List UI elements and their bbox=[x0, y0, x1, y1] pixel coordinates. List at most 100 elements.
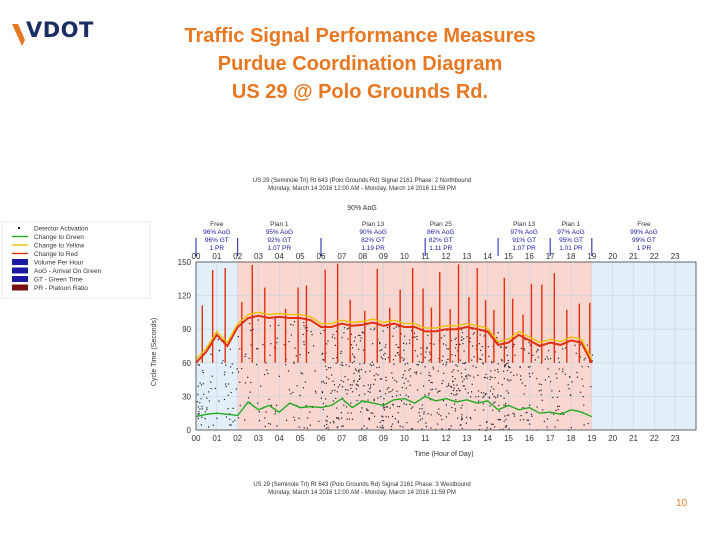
detector-dot bbox=[363, 385, 365, 387]
detector-dot bbox=[461, 336, 463, 338]
detector-dot bbox=[392, 377, 394, 379]
detector-dot bbox=[448, 428, 450, 430]
detector-dot bbox=[519, 419, 521, 421]
detector-dot bbox=[321, 381, 323, 383]
detector-dot bbox=[381, 427, 383, 429]
detector-dot bbox=[582, 385, 584, 387]
detector-dot bbox=[473, 356, 475, 358]
detector-dot bbox=[461, 404, 463, 406]
detector-dot bbox=[293, 361, 295, 363]
detector-dot bbox=[269, 354, 271, 356]
detector-dot bbox=[200, 384, 203, 386]
detector-dot bbox=[229, 424, 231, 426]
detector-dot bbox=[493, 395, 495, 397]
detector-dot bbox=[419, 408, 421, 410]
detector-dot bbox=[396, 381, 398, 383]
detector-dot bbox=[491, 376, 493, 378]
detector-dot bbox=[491, 423, 493, 425]
detector-dot bbox=[340, 364, 342, 366]
x-tick-label-top-22: 22 bbox=[650, 252, 659, 261]
detector-dot bbox=[379, 350, 381, 352]
detector-dot bbox=[303, 427, 305, 429]
detector-dot bbox=[322, 402, 325, 405]
detector-dot bbox=[440, 337, 443, 339]
detector-dot bbox=[527, 419, 530, 421]
detector-dot bbox=[306, 417, 309, 419]
detector-dot bbox=[390, 428, 392, 430]
detector-dot bbox=[216, 417, 218, 419]
detector-dot bbox=[332, 357, 334, 360]
detector-dot bbox=[428, 379, 430, 382]
x-tick-label-bottom-3: 03 bbox=[254, 434, 263, 443]
detector-dot bbox=[269, 423, 272, 425]
detector-dot bbox=[421, 428, 423, 430]
detector-dot bbox=[260, 385, 262, 387]
detector-dot bbox=[474, 409, 476, 411]
x-tick-label-top-5: 05 bbox=[296, 252, 305, 261]
detector-dot bbox=[488, 397, 491, 399]
detector-dot bbox=[446, 385, 448, 388]
detector-dot bbox=[437, 370, 439, 372]
detector-dot bbox=[298, 417, 300, 419]
detector-dot bbox=[198, 411, 200, 413]
detector-dot bbox=[247, 376, 249, 378]
detector-dot bbox=[423, 411, 425, 413]
detector-dot bbox=[293, 419, 296, 421]
plot-area bbox=[195, 261, 696, 432]
detector-dot bbox=[392, 403, 394, 405]
detector-dot bbox=[328, 378, 330, 380]
detector-dot bbox=[534, 359, 536, 361]
detector-dot bbox=[523, 393, 525, 395]
detector-dot bbox=[314, 370, 316, 372]
detector-dot bbox=[208, 391, 210, 393]
detector-dot bbox=[383, 354, 385, 356]
detector-dot bbox=[512, 412, 514, 415]
plan-gt-6: 99% GT bbox=[632, 237, 656, 244]
detector-dot bbox=[330, 392, 332, 394]
detector-dot bbox=[491, 360, 493, 363]
detector-dot bbox=[237, 417, 240, 419]
detector-dot bbox=[337, 417, 339, 419]
detector-dot bbox=[369, 363, 371, 365]
detector-dot bbox=[510, 371, 512, 373]
detector-dot bbox=[345, 364, 347, 366]
detector-dot bbox=[385, 379, 387, 382]
detector-dot bbox=[445, 404, 447, 406]
detector-dot bbox=[429, 359, 431, 361]
detector-dot bbox=[367, 399, 369, 401]
detector-dot bbox=[210, 353, 212, 355]
detector-dot bbox=[406, 422, 408, 424]
detector-dot bbox=[449, 428, 451, 430]
detector-dot bbox=[275, 404, 278, 407]
detector-dot bbox=[391, 389, 394, 391]
detector-dot bbox=[453, 387, 455, 389]
detector-dot bbox=[381, 415, 383, 417]
detector-dot bbox=[570, 394, 572, 397]
detector-dot bbox=[428, 392, 430, 394]
detector-dot bbox=[327, 367, 330, 369]
detector-dot bbox=[276, 425, 278, 427]
x-tick-label-bottom-8: 08 bbox=[358, 434, 367, 443]
detector-dot bbox=[460, 329, 463, 331]
detector-dot bbox=[480, 391, 483, 394]
chart-subtitle: Monday, March 14 2016 12:00 AM - Monday,… bbox=[268, 186, 456, 192]
detector-dot bbox=[461, 380, 464, 382]
detector-dot bbox=[571, 381, 573, 383]
detector-dot bbox=[346, 418, 348, 420]
detector-dot bbox=[277, 324, 280, 326]
detector-dot bbox=[461, 339, 463, 341]
overall-aog: 90% AoG bbox=[347, 205, 377, 212]
detector-dot bbox=[235, 388, 237, 390]
detector-dot bbox=[290, 393, 292, 395]
detector-dot bbox=[525, 412, 527, 414]
legend-label-5: AoG - Arrival On Green bbox=[34, 268, 102, 275]
detector-dot bbox=[542, 409, 544, 411]
detector-dot bbox=[326, 420, 328, 422]
detector-dot bbox=[478, 395, 480, 398]
y-tick-label-1: 30 bbox=[182, 392, 191, 401]
detector-dot bbox=[354, 357, 356, 359]
detector-dot bbox=[469, 416, 471, 419]
x-tick-label-bottom-10: 10 bbox=[400, 434, 409, 443]
detector-dot bbox=[318, 420, 320, 422]
detector-dot bbox=[208, 400, 210, 402]
